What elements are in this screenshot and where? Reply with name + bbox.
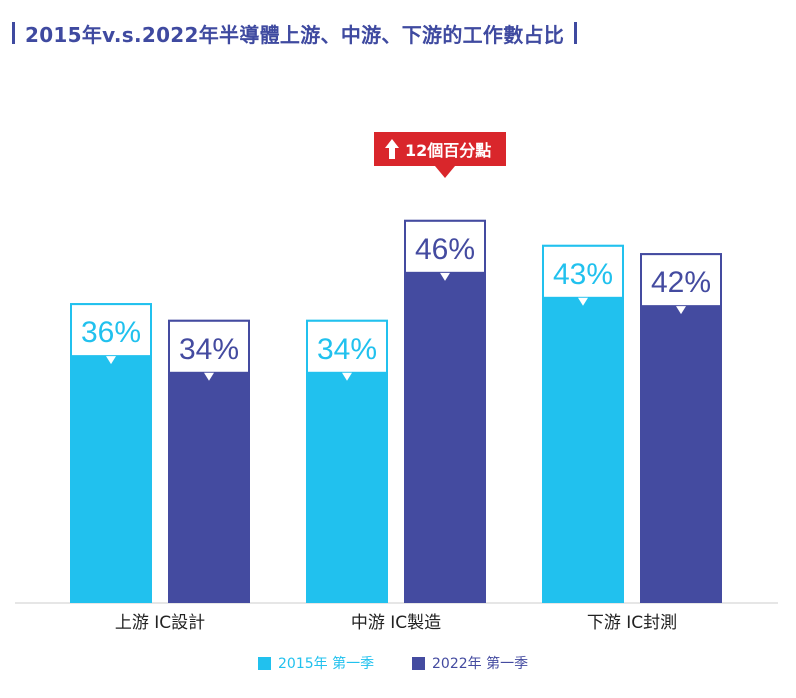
annotation-text: 12個百分點 — [405, 141, 491, 160]
data-label: 43% — [553, 258, 613, 291]
legend-label: 2022年 第一季 — [432, 655, 528, 672]
legend-label: 2015年 第一季 — [278, 655, 374, 672]
data-label-box — [70, 303, 152, 358]
annotation-box — [374, 132, 506, 166]
category-label: 上游 IC設計 — [115, 613, 205, 633]
data-label-pointer — [342, 372, 352, 381]
data-label: 34% — [179, 333, 239, 366]
category-label: 中游 IC製造 — [351, 613, 441, 633]
data-label-pointer — [676, 306, 686, 315]
annotation-pointer — [435, 166, 455, 178]
chart-title: 2015年v.s.2022年半導體上游、中游、下游的工作數占比 — [25, 22, 565, 47]
category-label: 下游 IC封測 — [587, 613, 677, 633]
title-rule-right — [574, 22, 578, 44]
data-label-box — [306, 319, 388, 374]
title-rule-left — [12, 22, 15, 44]
data-label-pointer — [440, 272, 450, 281]
legend-swatch — [258, 657, 271, 670]
data-label: 36% — [81, 316, 141, 349]
up-arrow-icon — [385, 139, 399, 159]
data-label: 46% — [415, 233, 475, 266]
bar — [404, 219, 486, 603]
data-label-box — [404, 219, 486, 274]
data-label-pointer — [578, 297, 588, 306]
legend-swatch — [412, 657, 425, 670]
title-bar: 2015年v.s.2022年半導體上游、中游、下游的工作數占比 — [12, 18, 578, 48]
data-label: 34% — [317, 333, 377, 366]
data-label: 42% — [651, 266, 711, 299]
data-label-pointer — [106, 356, 116, 365]
data-label-pointer — [204, 372, 214, 381]
